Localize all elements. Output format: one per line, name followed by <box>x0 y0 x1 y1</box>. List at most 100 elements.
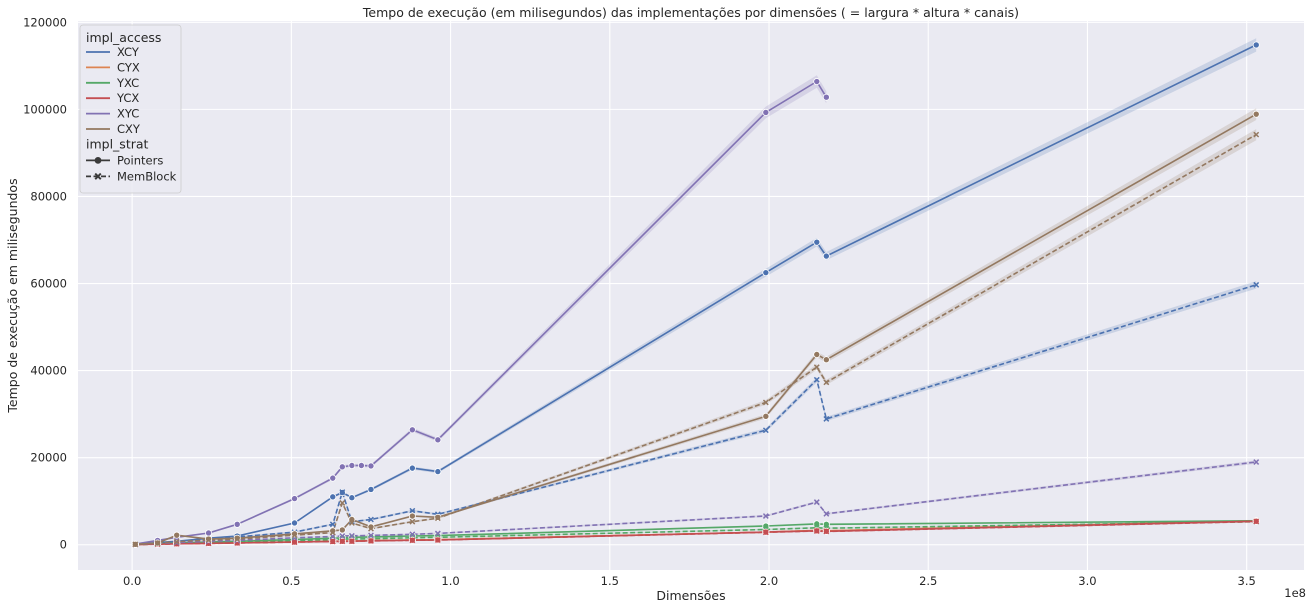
data-point-x <box>434 530 441 537</box>
data-point-x <box>823 379 830 386</box>
data-point-x <box>813 528 820 534</box>
data-point-x <box>339 500 346 506</box>
data-point-x <box>329 521 336 528</box>
data-point <box>822 93 830 101</box>
data-point <box>408 464 416 472</box>
data-point-x <box>762 399 769 406</box>
data-point <box>762 108 770 116</box>
grid-lines <box>78 21 1304 570</box>
data-point <box>348 494 356 502</box>
data-point-x <box>409 531 416 538</box>
data-point-x <box>339 538 346 545</box>
data-point-x <box>339 533 346 539</box>
data-point-x <box>823 528 830 535</box>
data-point <box>205 529 213 537</box>
data-point-x <box>348 538 355 545</box>
data-point-x <box>329 538 336 545</box>
data-point-x <box>173 538 180 545</box>
data-point <box>291 519 299 527</box>
data-point-x <box>409 518 416 525</box>
plot-background <box>78 21 1304 570</box>
data-point-x <box>368 532 374 539</box>
data-point-x <box>132 541 139 548</box>
data-point <box>367 485 375 493</box>
legend-entry-label: CYX <box>117 60 140 74</box>
x-tick-labels: 0.0 0.5 1.0 1.5 2.0 2.5 3.0 3.5 <box>123 574 1256 588</box>
data-point <box>1252 110 1260 118</box>
data-point-x <box>813 376 820 383</box>
series-line <box>135 44 1257 546</box>
legend-style-title: impl_strat <box>86 136 149 151</box>
data-point <box>173 531 181 539</box>
data-point-x <box>409 537 416 544</box>
data-point <box>408 512 416 520</box>
data-point-x <box>434 515 441 522</box>
data-point-x <box>329 529 336 536</box>
data-point <box>1252 41 1260 49</box>
x-tick-label: 1.5 <box>601 574 619 588</box>
chart-title: Tempo de execução (em milisegundos) das … <box>362 5 1019 20</box>
y-axis-label: Tempo de execução em milisegundos <box>5 178 20 413</box>
x-tick-label: 1.0 <box>441 574 459 588</box>
data-point-x <box>368 516 374 523</box>
data-point-x <box>1253 281 1260 288</box>
data-point-x <box>409 507 416 514</box>
legend-entry-label: YCX <box>116 91 139 105</box>
y-tick-label: 20000 <box>30 451 67 465</box>
series-line <box>135 461 1257 546</box>
x-axis-label: Dimensões <box>656 588 725 603</box>
legend-marker-circle <box>94 157 102 164</box>
data-point-x <box>1253 518 1260 525</box>
data-point <box>813 78 821 86</box>
x-axis-offset-label: 1e8 <box>1284 586 1306 600</box>
data-point-x <box>434 537 441 543</box>
data-point-x <box>348 520 355 526</box>
data-point <box>367 462 375 470</box>
data-point-x <box>154 540 161 547</box>
data-point-x <box>173 540 180 547</box>
data-point-x <box>291 532 298 539</box>
series-line <box>135 520 1257 546</box>
x-tick-label: 2.5 <box>919 574 937 588</box>
data-point-x <box>234 536 241 543</box>
x-tick-label: 0.0 <box>123 574 141 588</box>
data-point <box>291 530 299 538</box>
y-tick-label: 80000 <box>30 189 67 203</box>
x-tick-label: 3.0 <box>1078 574 1096 588</box>
data-point <box>813 238 821 246</box>
confidence-band <box>135 75 827 545</box>
data-point <box>813 350 821 358</box>
legend-entry-label: YXC <box>116 76 139 90</box>
y-tick-label: 120000 <box>23 15 67 29</box>
series-line <box>135 80 827 545</box>
data-point-x <box>348 532 355 539</box>
y-tick-label: 0 <box>60 538 67 552</box>
series-lines <box>135 44 1257 546</box>
data-point-x <box>368 537 374 544</box>
data-point-x <box>823 415 830 422</box>
data-point <box>233 520 241 528</box>
data-point-x <box>762 529 769 536</box>
data-point-x <box>291 539 298 546</box>
y-tick-label: 100000 <box>23 102 67 116</box>
data-point-x <box>368 525 374 532</box>
legend-entry-label: CXY <box>117 122 141 136</box>
data-point <box>762 269 770 277</box>
legend-style-label: Pointers <box>117 153 163 167</box>
data-point-x <box>205 537 212 543</box>
legend-entry-label: XYC <box>117 107 139 121</box>
data-point <box>434 468 442 476</box>
data-point <box>329 474 337 482</box>
data-point <box>762 412 770 420</box>
data-point <box>434 436 442 444</box>
data-point <box>329 527 337 535</box>
x-tick-label: 3.5 <box>1238 574 1256 588</box>
data-point <box>822 356 830 364</box>
data-point-x <box>813 364 820 371</box>
data-point-x <box>762 427 769 434</box>
y-tick-labels: 0 20000 40000 60000 80000 100000 120000 <box>23 15 67 551</box>
series-markers <box>131 41 1260 549</box>
data-point <box>338 526 346 534</box>
